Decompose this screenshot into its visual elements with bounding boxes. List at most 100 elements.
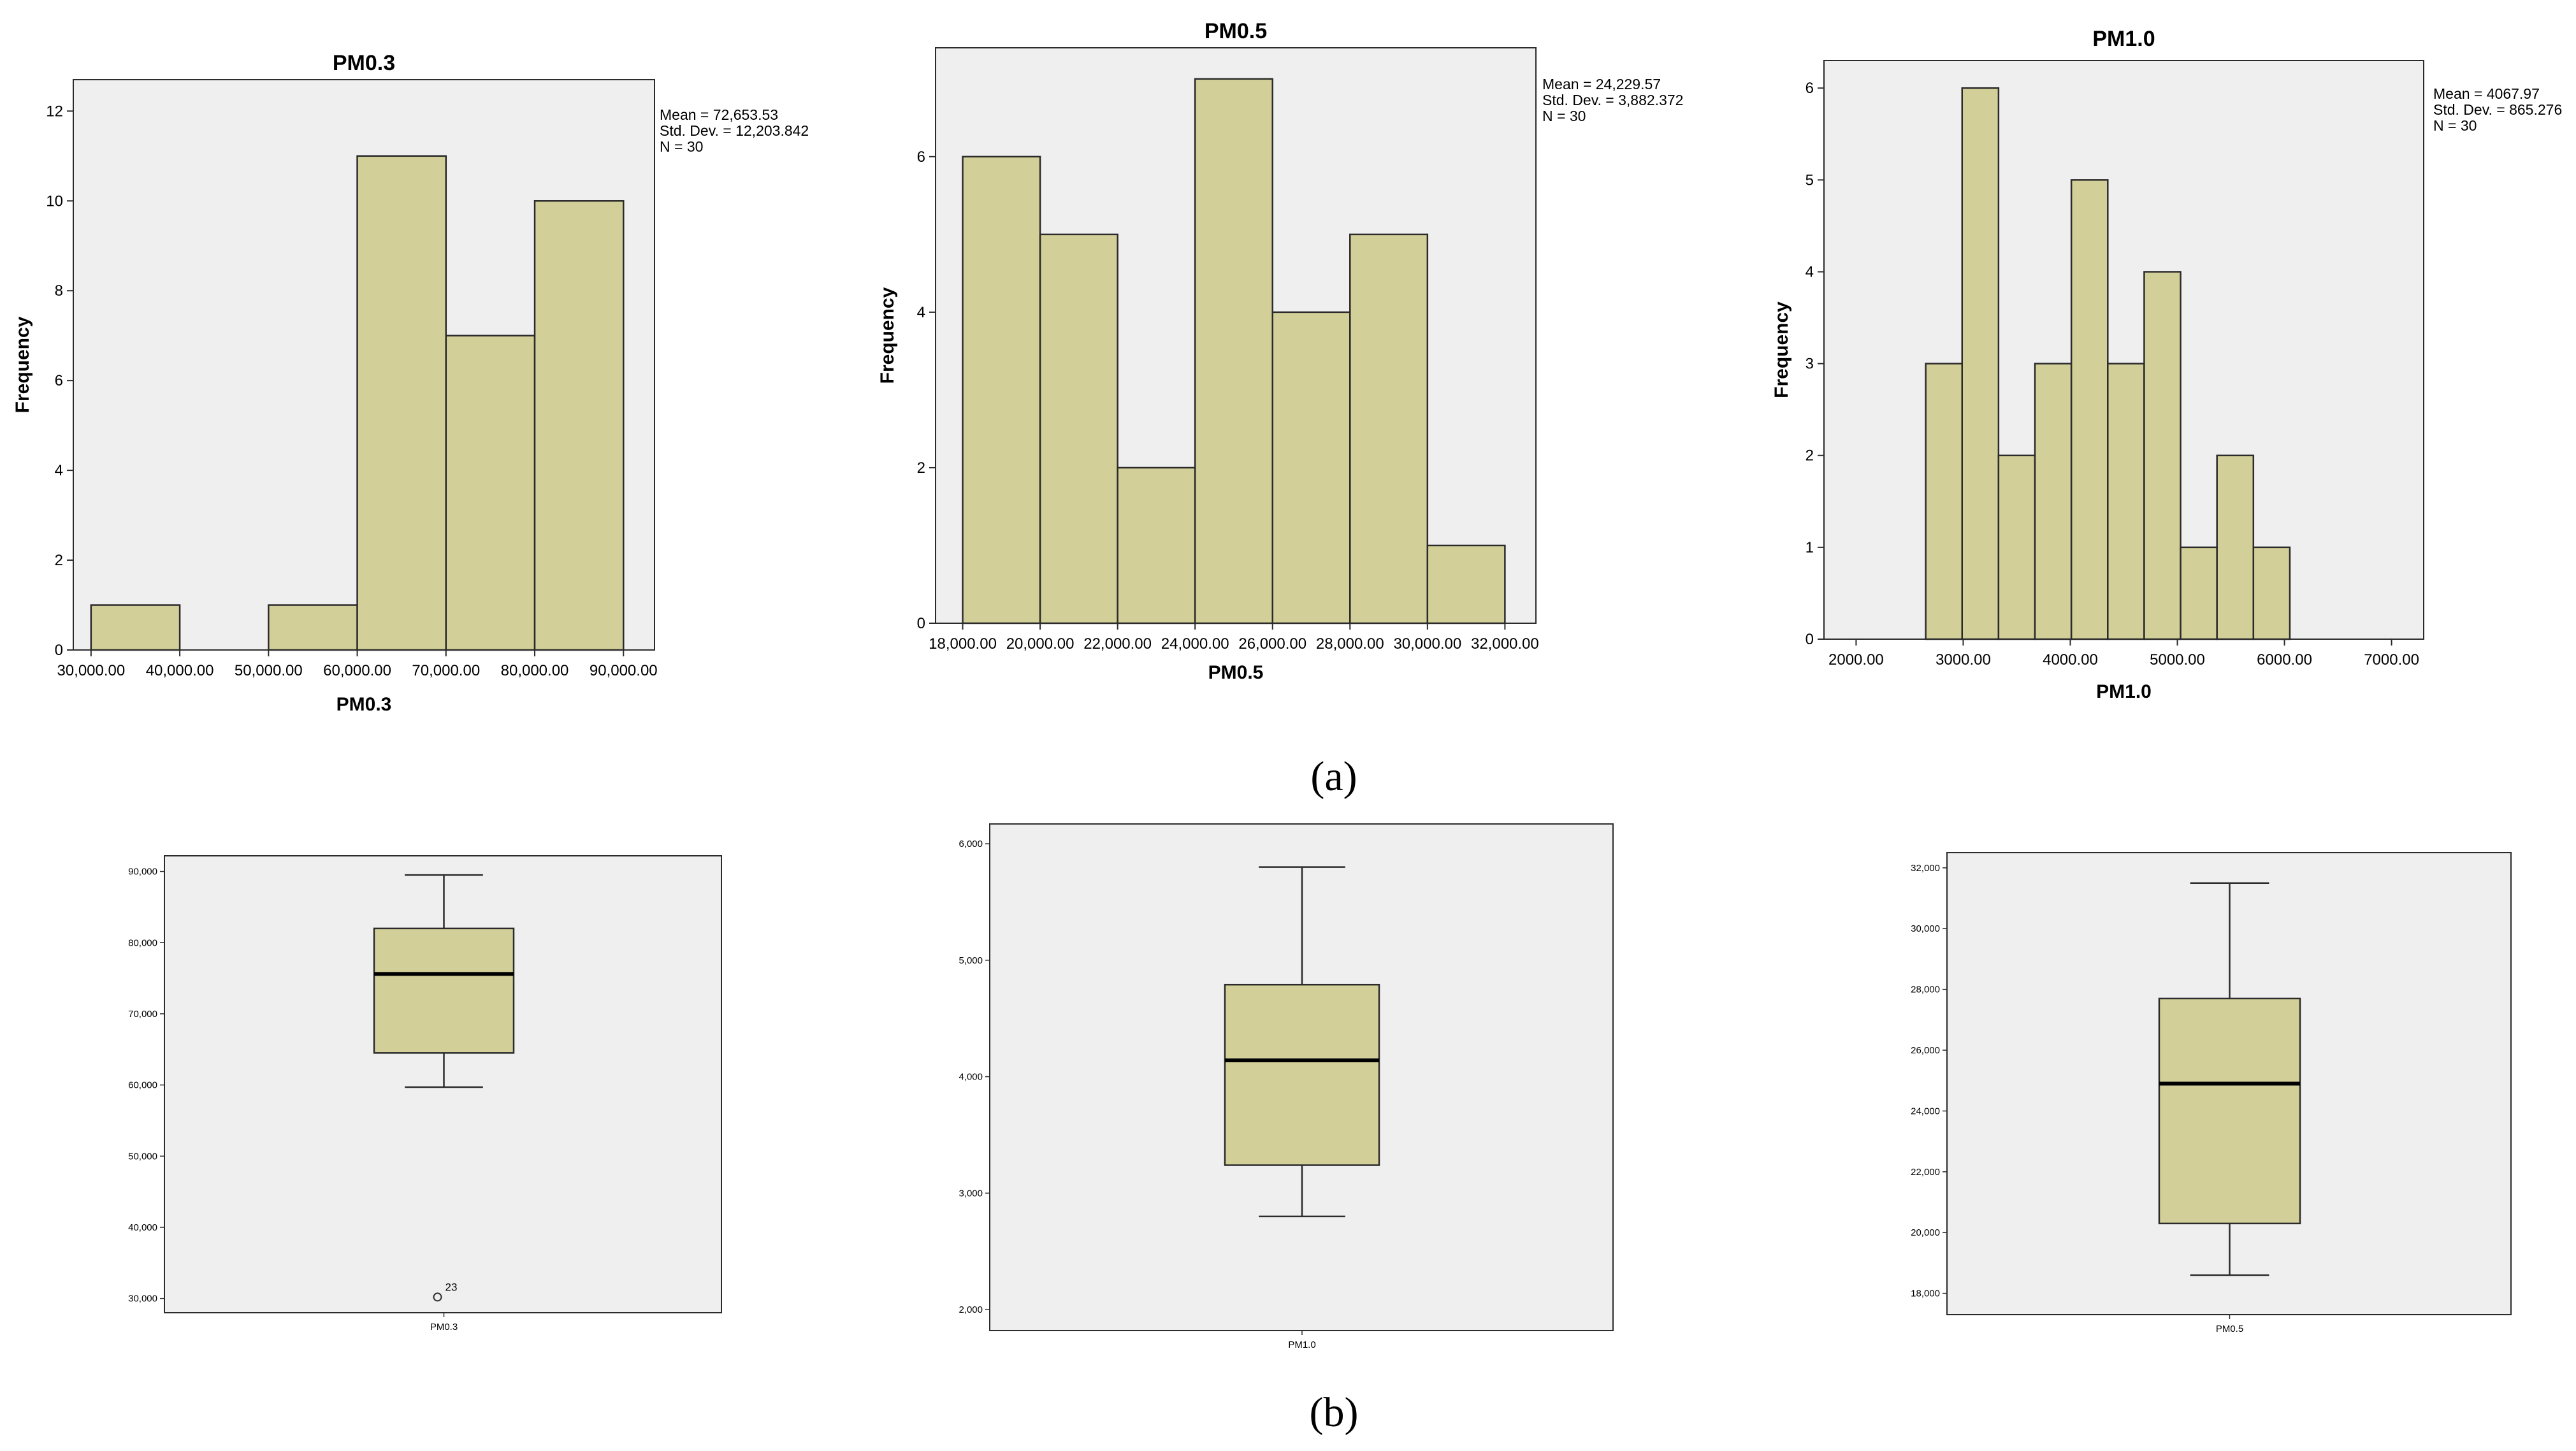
x-tick-label: 2000.00 [1828,651,1884,668]
y-axis-label: Frequency [1771,301,1792,398]
stats-line: N = 30 [2433,117,2477,134]
x-axis-label: PM0.3 [336,694,392,715]
y-axis-label: Frequency [12,316,33,413]
outlier-label: 23 [445,1281,458,1293]
x-tick-label: PM1.0 [1288,1339,1315,1350]
x-tick-label: PM0.5 [2216,1324,2243,1334]
y-tick-label: 4 [55,462,63,479]
y-tick-label: 5,000 [959,955,983,966]
y-tick-label: 32,000 [1911,863,1940,874]
histogram-pm05: PM0.5 0 2 4 6 18,000.00 20,000.00 22,000.00 24,0… [877,19,1683,683]
y-tick-label: 2 [55,552,63,569]
y-tick-label: 24,000 [1911,1106,1940,1116]
histogram-bar [268,604,358,651]
y-tick-label: 6 [1805,80,1814,97]
histogram-bar [445,335,536,651]
y-tick-label: 6 [917,148,925,166]
histogram-bar [962,155,1041,624]
stats-line: Std. Dev. = 865.276 [2433,101,2562,118]
y-tick-label: 20,000 [1911,1227,1940,1238]
y-tick-label: 6,000 [959,839,983,849]
histogram-bar [1039,233,1118,624]
y-tick-label: 18,000 [1911,1289,1940,1299]
y-tick-label: 6 [55,372,63,389]
y-tick-label: 80,000 [128,937,157,948]
chart-title: PM1.0 [2092,27,2155,51]
x-tick-label: 70,000.00 [412,662,480,679]
histogram-bar [1961,87,2000,640]
x-tick-label: 28,000.00 [1316,635,1384,653]
y-tick-label: 90,000 [128,867,157,877]
chart-title: PM0.3 [333,51,395,75]
y-tick-label: 8 [55,282,63,300]
y-tick-label: 0 [55,642,63,659]
chart-title: PM0.5 [1205,19,1267,43]
y-tick-label: 40,000 [128,1222,157,1233]
y-tick-label: 10 [46,192,63,210]
x-tick-label: 30,000.00 [1393,635,1461,653]
plot-area [164,855,722,1313]
stats-line: Mean = 24,229.57 [1542,76,1661,92]
y-tick-label: 26,000 [1911,1045,1940,1056]
y-tick-label: 2,000 [959,1304,983,1315]
histogram-bar [533,200,625,651]
x-axis-label: PM1.0 [2096,681,2152,702]
x-tick-label: 3000.00 [1936,651,1991,668]
histogram-bar [2143,271,2182,640]
stats-line: N = 30 [660,138,703,155]
stats-line: Mean = 72,653.53 [660,106,778,123]
histogram-bar [1426,544,1506,624]
stats-line: Mean = 4067.97 [2433,85,2540,102]
box-iqr [373,927,515,1054]
x-tick-label: 4000.00 [2043,651,2098,668]
y-tick-label: 70,000 [128,1009,157,1020]
y-tick-label: 28,000 [1911,985,1940,995]
box-iqr [2158,997,2301,1225]
histogram-bar [1194,78,1273,624]
caption-a: (a) [1310,753,1357,800]
histogram-bar [1117,466,1196,624]
boxplot-pm05: 18,000 20,000 22,000 24,000 26,000 28,000 30,0… [1911,852,2512,1334]
boxplot-pm03: 30,000 40,000 50,000 60,000 70,000 80,000 90,0… [128,855,722,1332]
histogram-bar [2252,546,2291,640]
histogram-bar [2034,363,2073,640]
stats-line: Std. Dev. = 3,882.372 [1542,92,1683,108]
box-iqr [1224,983,1380,1166]
x-tick-label: 5000.00 [2150,651,2205,668]
histogram-bar [1271,311,1351,624]
y-tick-label: 2 [1805,447,1814,465]
x-tick-label: PM0.3 [430,1322,458,1332]
outlier-point [433,1292,442,1302]
x-tick-label: 18,000.00 [929,635,997,653]
histogram-bar [2180,546,2218,640]
histogram-bar [1925,363,1964,640]
x-tick-label: 32,000.00 [1471,635,1539,653]
y-tick-label: 3 [1805,356,1814,373]
y-tick-label: 4 [1805,263,1814,280]
y-tick-label: 5 [1805,171,1814,189]
histogram-bar [356,155,447,651]
histogram-pm10: PM1.0 0 1 2 3 4 5 6 2000.00 3000.00 4000.00 5000.00… [1771,27,2562,702]
histogram-pm03: PM0.3 0 2 4 6 8 10 12 30,000.00 40,000.00 50,000.0… [12,51,809,715]
x-tick-label: 24,000.00 [1161,635,1229,653]
y-tick-label: 60,000 [128,1080,157,1091]
y-tick-label: 0 [917,615,925,632]
histogram-bar [1997,454,2036,640]
y-tick-label: 1 [1805,539,1814,556]
x-tick-label: 30,000.00 [57,662,125,679]
caption-b: (b) [1310,1389,1359,1436]
y-tick-label: 50,000 [128,1151,157,1162]
y-axis-label: Frequency [877,287,898,384]
stats-line: Std. Dev. = 12,203.842 [660,122,809,139]
stats-line: N = 30 [1542,108,1586,124]
x-tick-label: 90,000.00 [590,662,658,679]
y-tick-label: 2 [917,459,925,477]
boxplot-pm10: 2,000 3,000 4,000 5,000 6,000 PM1.0 [959,823,1614,1350]
histogram-bar [2070,179,2109,640]
histogram-bar [2216,454,2255,640]
y-tick-label: 12 [46,103,63,120]
x-tick-label: 80,000.00 [501,662,569,679]
y-tick-label: 22,000 [1911,1167,1940,1178]
x-tick-label: 20,000.00 [1006,635,1075,653]
